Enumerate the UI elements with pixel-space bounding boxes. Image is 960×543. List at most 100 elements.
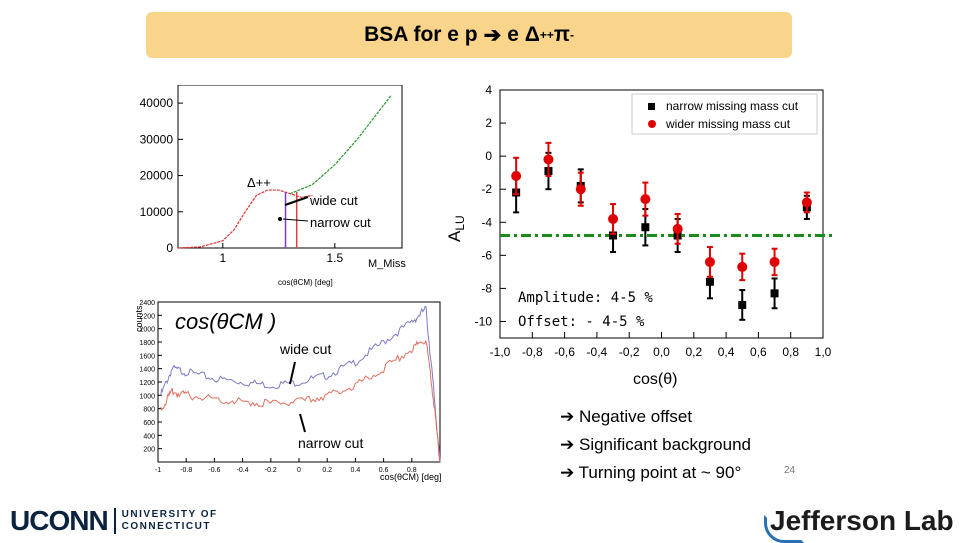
bullet-text-1: Significant background	[578, 435, 751, 454]
mm-peak-label: Δ++	[247, 175, 271, 190]
alu-point-narrow-3	[609, 231, 618, 240]
cos-title: cos(θCM )	[175, 309, 276, 334]
cos-ytick-label-0: 200	[143, 447, 155, 454]
alu-xtick-label-5: 0,0	[653, 345, 670, 359]
bullet-background: ➔ Significant background	[560, 435, 751, 455]
legend-circle-icon	[648, 120, 656, 128]
cos-ytick-label-1: 400	[143, 433, 155, 440]
bullet-arrow-icon: ➔	[560, 407, 575, 426]
alu-ytick-label-0: 4	[485, 83, 492, 97]
alu-legend	[631, 93, 818, 135]
cos-ytick-label-9: 2000	[139, 327, 155, 334]
alu-point-wider-1	[543, 154, 554, 165]
page-number: 24	[784, 465, 796, 476]
alu-point-narrow-6	[705, 277, 714, 286]
alu-amplitude: Amplitude: 4-5 %	[518, 290, 653, 306]
title-pre: BSA for e p	[364, 23, 478, 46]
bullet-arrow-icon: ➔	[560, 435, 575, 454]
mm-series-0	[177, 189, 313, 249]
alu-xtick-label-7: 0,4	[718, 345, 735, 359]
alu-xtick-label-0: -1,0	[490, 345, 511, 359]
alu-point-narrow-7	[738, 300, 747, 309]
alu-plot: 4 2 0 -2 -4 -6 -8 -10 -1,0 -0,8 -0,6 -0,4 -0,2 0,0 0,…	[445, 83, 835, 388]
cos-ytick-label-2: 600	[143, 420, 155, 427]
cos-narrow-pointer	[299, 413, 306, 433]
bullet-text-2: Turning point at ~ 90°	[578, 463, 742, 482]
uconn-divider	[113, 508, 116, 534]
mm-wide-pointer	[284, 196, 309, 206]
uconn-wordmark: UCONN	[10, 505, 109, 536]
alu-point-wider-3	[608, 213, 619, 224]
alu-xlabel: cos(θ)	[633, 371, 677, 388]
cos-xlabel: cos(θCM) [deg]	[380, 472, 442, 482]
cos-ytick-label-6: 1400	[139, 367, 155, 374]
cos-xtick-label-2: -0.6	[208, 467, 220, 474]
alu-ylabel: ALU	[445, 215, 467, 242]
cos-ytick-label-3: 800	[143, 407, 155, 414]
alu-ytick-label-5: -6	[481, 248, 492, 262]
bullet-turning-point: ➔ Turning point at ~ 90°	[560, 463, 741, 483]
mm-narrow-dot	[278, 217, 282, 221]
alu-xtick-label-10: 1,0	[815, 345, 832, 359]
alu-point-wider-5	[672, 223, 683, 234]
cos-ytick-label-10: 2200	[139, 313, 155, 320]
alu-xtick-label-2: -0,6	[554, 345, 575, 359]
alu-xtick-label-8: 0,6	[750, 345, 767, 359]
mm-narrow-pointer	[282, 218, 309, 222]
alu-point-narrow-8	[770, 289, 779, 298]
title-pi: π	[553, 23, 570, 46]
cos-ytick-label-8: 1800	[139, 340, 155, 347]
title-sup1: ++	[539, 28, 554, 42]
mm-series-1	[289, 95, 392, 195]
mm-xtick-label-0: 1	[219, 251, 226, 265]
mm-wide-cut-label: wide cut	[309, 193, 358, 208]
cos-xtick-label-3: -0.4	[237, 467, 249, 474]
slide-title: BSA for e p ➔ e Δ ++ π-	[146, 12, 792, 58]
alu-point-narrow-4	[641, 223, 650, 232]
jlab-swoosh-icon	[764, 515, 804, 543]
cos-frame	[157, 301, 441, 463]
title-sup2: -	[569, 28, 574, 42]
alu-ytick-label-3: -2	[481, 182, 492, 196]
mm-narrow-cut-label: narrow cut	[310, 215, 371, 230]
bullet-negative-offset: ➔ Negative offset	[560, 407, 692, 427]
cos-theta-histogram: 200 400 600 800 1000 1200 1400 1600 1800 2000 2200…	[134, 300, 442, 482]
alu-point-wider-6	[704, 256, 715, 267]
title-arrow-icon: ➔	[483, 23, 502, 47]
cos-ytick-label-4: 1000	[139, 393, 155, 400]
legend-wider: wider missing mass cut	[665, 117, 791, 131]
cos-wide-pointer	[289, 361, 296, 385]
cos-xtick-label-4: -0.2	[265, 467, 277, 474]
cos-xtick-label-1: -0.8	[180, 467, 192, 474]
uconn-line2: CONNECTICUT	[121, 521, 211, 532]
mm-ytick-label-1: 10000	[140, 205, 174, 219]
alu-xtick-label-6: 0,2	[685, 345, 702, 359]
cos-ytick-label-7: 1600	[139, 353, 155, 360]
cos-narrow-label: narrow cut	[298, 435, 363, 451]
alu-ytick-label-1: 2	[485, 116, 492, 130]
cos-ytick-label-11: 2400	[139, 300, 155, 307]
cos-series-0	[160, 306, 441, 463]
cos-ytick-label-5: 1200	[139, 380, 155, 387]
alu-xtick-label-4: -0,2	[619, 345, 640, 359]
cos-xtick-label-9: 0.8	[407, 467, 417, 474]
alu-point-wider-4	[640, 194, 651, 205]
legend-narrow: narrow missing mass cut	[666, 99, 799, 113]
uconn-subtitle: UNIVERSITY OF CONNECTICUT	[122, 509, 218, 533]
cos-wide-label: wide cut	[279, 341, 331, 357]
mm-ytick-label-2: 20000	[140, 169, 174, 183]
bullet-text-0: Negative offset	[578, 407, 693, 426]
alu-point-wider-8	[769, 256, 780, 267]
cos-series-1	[160, 340, 441, 463]
alu-ytick-label-7: -10	[475, 314, 493, 328]
alu-ytick-label-6: -8	[481, 281, 492, 295]
legend-square-icon	[648, 103, 655, 110]
cos-ylabel: counts	[134, 305, 144, 332]
alu-ytick-label-4: -4	[481, 215, 492, 229]
alu-point-wider-2	[575, 184, 586, 195]
cos-xtick-label-6: 0.2	[322, 467, 332, 474]
cos-xtick-label-0: -1	[155, 467, 161, 474]
mm-xtick-label-1: 1.5	[326, 251, 343, 265]
bullet-arrow-icon: ➔	[560, 463, 575, 482]
